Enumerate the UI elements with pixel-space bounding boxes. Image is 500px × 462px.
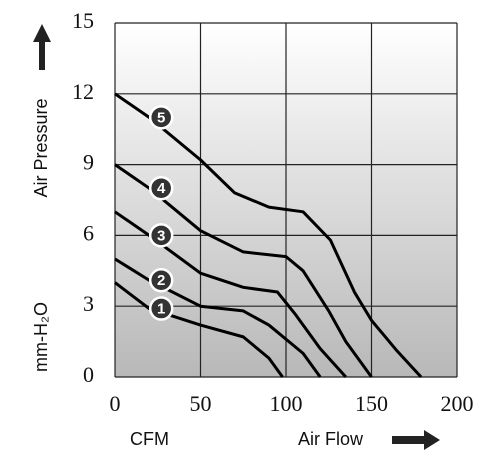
series-badge	[148, 296, 174, 321]
y-tick-label: 12	[72, 79, 94, 104]
x-axis-label: Air Flow	[298, 429, 364, 449]
curve	[114, 92, 423, 379]
series-label: 1	[157, 301, 165, 318]
x-tick-label: 100	[270, 391, 303, 416]
curve	[114, 163, 373, 378]
series-label: 4	[157, 180, 166, 197]
series-label: 5	[157, 109, 165, 126]
y-tick-label: 9	[83, 150, 94, 175]
x-unit: CFM	[130, 429, 169, 449]
series-badge	[148, 105, 174, 130]
x-tick-label: 200	[441, 391, 474, 416]
y-unit: mm-H₂O	[31, 302, 51, 372]
series-badge	[148, 267, 174, 293]
up-arrow	[33, 24, 51, 70]
y-axis-label: Air Pressure	[31, 98, 51, 197]
y-tick-label: 6	[83, 220, 94, 245]
y-tick-label: 15	[72, 8, 94, 33]
series-badge	[148, 175, 174, 201]
x-tick-label: 0	[110, 391, 121, 416]
y-tick-label: 3	[83, 291, 94, 316]
series-label: 3	[157, 227, 165, 244]
x-tick-label: 50	[190, 391, 212, 416]
y-tick-label: 0	[83, 362, 94, 387]
curve	[114, 281, 284, 378]
x-tick-label: 150	[355, 391, 388, 416]
series-badge	[148, 223, 174, 248]
series-label: 2	[157, 272, 165, 289]
right-arrow	[392, 430, 440, 450]
